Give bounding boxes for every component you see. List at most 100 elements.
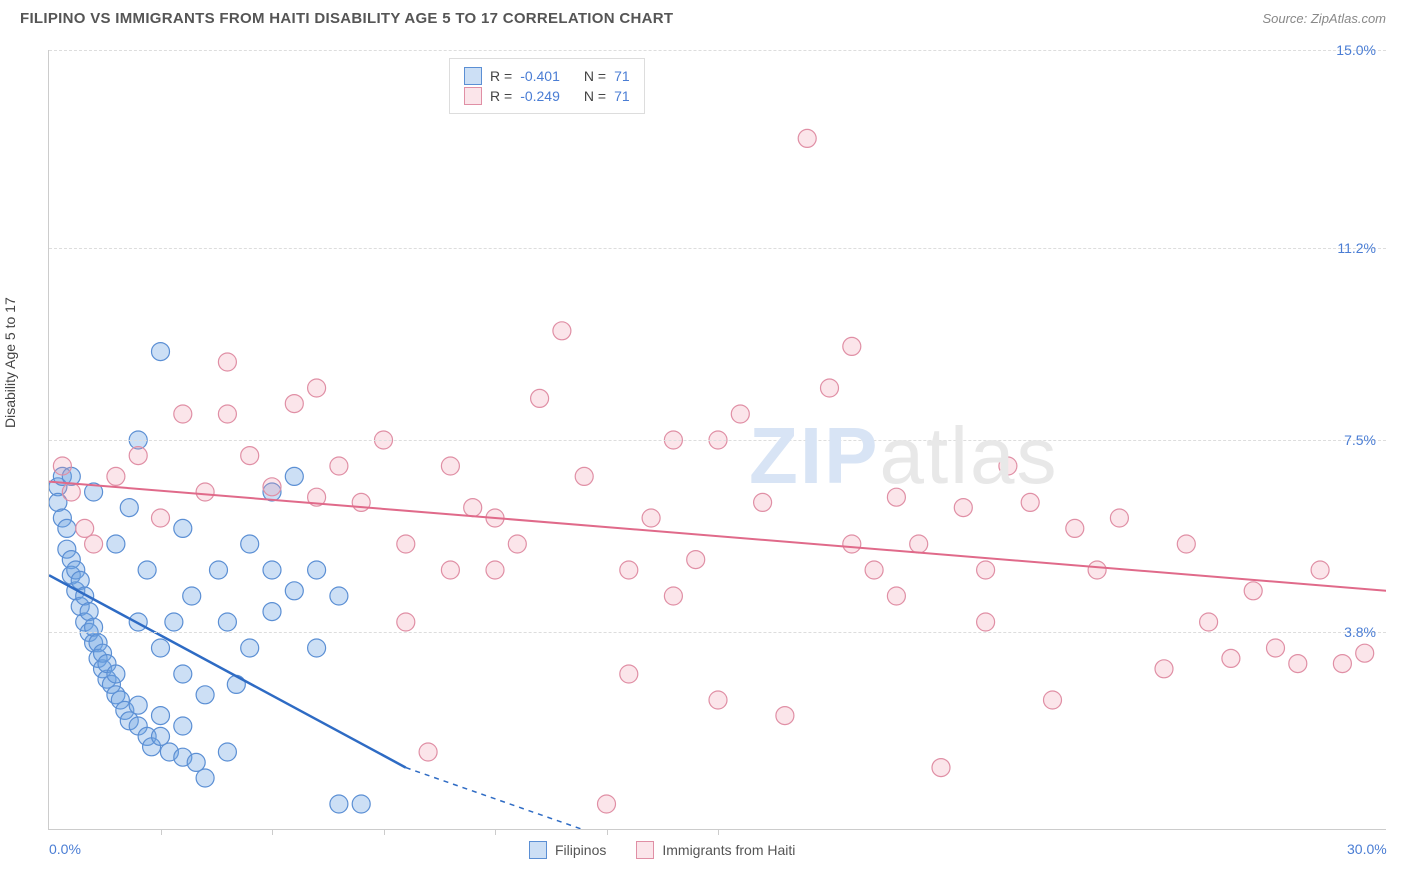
scatter-point <box>352 493 370 511</box>
scatter-point <box>196 769 214 787</box>
scatter-point <box>308 561 326 579</box>
scatter-point <box>821 379 839 397</box>
scatter-point <box>196 483 214 501</box>
y-tick-label: 11.2% <box>1337 240 1376 256</box>
correlation-legend-box: R = -0.401 N = 71 R = -0.249 N = 71 <box>449 58 645 114</box>
scatter-point <box>1289 655 1307 673</box>
scatter-point <box>397 613 415 631</box>
grid-line <box>49 50 1386 51</box>
scatter-point <box>620 561 638 579</box>
chart-plot-area: ZIPatlas R = -0.401 N = 71 R = -0.249 N … <box>48 50 1386 830</box>
scatter-point <box>486 561 504 579</box>
legend-label-haiti: Immigrants from Haiti <box>662 842 795 858</box>
scatter-point <box>263 603 281 621</box>
scatter-point <box>1066 519 1084 537</box>
scatter-point <box>285 395 303 413</box>
x-tick-mark <box>718 829 719 835</box>
legend-row-filipinos: R = -0.401 N = 71 <box>464 67 630 85</box>
trend-line-dashed <box>406 768 584 829</box>
x-tick-mark <box>161 829 162 835</box>
scatter-point <box>1110 509 1128 527</box>
scatter-point <box>687 551 705 569</box>
chart-header: FILIPINO VS IMMIGRANTS FROM HAITI DISABI… <box>0 0 1406 33</box>
scatter-point <box>218 743 236 761</box>
scatter-point <box>664 587 682 605</box>
scatter-point <box>129 447 147 465</box>
legend-item-filipinos: Filipinos <box>529 841 606 859</box>
scatter-point <box>187 753 205 771</box>
scatter-point <box>165 613 183 631</box>
x-tick-label: 30.0% <box>1347 841 1387 857</box>
legend-label-filipinos: Filipinos <box>555 842 606 858</box>
legend-row-haiti: R = -0.249 N = 71 <box>464 87 630 105</box>
scatter-point <box>798 129 816 147</box>
scatter-point <box>932 759 950 777</box>
scatter-point <box>85 535 103 553</box>
legend-item-haiti: Immigrants from Haiti <box>636 841 795 859</box>
scatter-point <box>174 665 192 683</box>
x-tick-mark <box>384 829 385 835</box>
scatter-point <box>441 457 459 475</box>
scatter-point <box>152 509 170 527</box>
n-label: N = <box>584 88 606 104</box>
scatter-point <box>58 519 76 537</box>
scatter-point <box>174 717 192 735</box>
scatter-point <box>1044 691 1062 709</box>
grid-line <box>49 248 1386 249</box>
scatter-point <box>977 613 995 631</box>
scatter-point <box>397 535 415 553</box>
scatter-point <box>531 389 549 407</box>
scatter-point <box>263 561 281 579</box>
scatter-point <box>241 535 259 553</box>
scatter-point <box>107 535 125 553</box>
x-tick-mark <box>272 829 273 835</box>
scatter-point <box>598 795 616 813</box>
watermark-bold: ZIP <box>749 411 879 500</box>
scatter-point <box>642 509 660 527</box>
series-legend: Filipinos Immigrants from Haiti <box>529 841 795 859</box>
scatter-point <box>152 727 170 745</box>
scatter-point <box>227 675 245 693</box>
scatter-point <box>464 499 482 517</box>
scatter-point <box>152 639 170 657</box>
legend-swatch-haiti <box>464 87 482 105</box>
scatter-point <box>53 457 71 475</box>
scatter-point <box>1356 644 1374 662</box>
y-tick-label: 15.0% <box>1336 42 1376 58</box>
scatter-point <box>1267 639 1285 657</box>
x-tick-mark <box>495 829 496 835</box>
scatter-point <box>76 519 94 537</box>
legend-swatch-haiti <box>636 841 654 859</box>
r-label: R = <box>490 88 512 104</box>
scatter-point <box>308 639 326 657</box>
scatter-point <box>285 467 303 485</box>
scatter-point <box>107 467 125 485</box>
source-attribution: Source: ZipAtlas.com <box>1262 11 1386 26</box>
scatter-point <box>129 696 147 714</box>
scatter-point <box>1244 582 1262 600</box>
legend-swatch-filipinos <box>464 67 482 85</box>
scatter-point <box>731 405 749 423</box>
y-tick-label: 7.5% <box>1344 432 1376 448</box>
scatter-point <box>62 483 80 501</box>
scatter-point <box>138 561 156 579</box>
scatter-point <box>218 353 236 371</box>
grid-line <box>49 632 1386 633</box>
scatter-point <box>843 535 861 553</box>
scatter-point <box>218 613 236 631</box>
legend-swatch-filipinos <box>529 841 547 859</box>
scatter-point <box>152 707 170 725</box>
n-value-filipinos: 71 <box>614 68 630 84</box>
scatter-point <box>910 535 928 553</box>
scatter-point <box>196 686 214 704</box>
scatter-point <box>330 457 348 475</box>
scatter-point <box>352 795 370 813</box>
scatter-point <box>508 535 526 553</box>
r-label: R = <box>490 68 512 84</box>
scatter-point <box>709 691 727 709</box>
scatter-point <box>620 665 638 683</box>
watermark-rest: atlas <box>879 411 1058 500</box>
scatter-point <box>419 743 437 761</box>
scatter-point <box>1200 613 1218 631</box>
scatter-point <box>553 322 571 340</box>
